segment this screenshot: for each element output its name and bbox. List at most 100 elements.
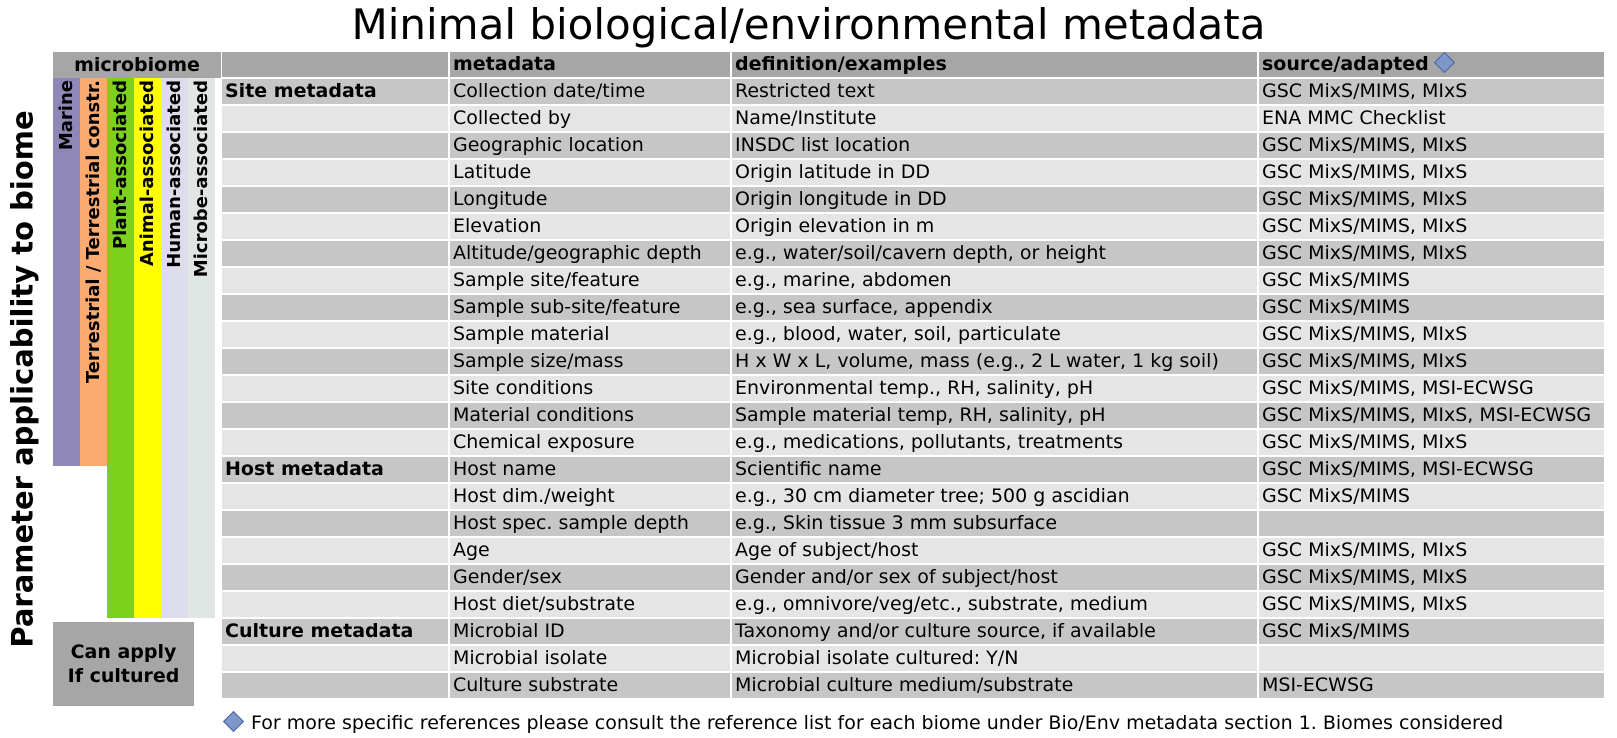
biome-col-terrestrial: Terrestrial / Terrestrial constr. — [80, 78, 107, 466]
biome-col-human: Human-associated — [161, 78, 188, 618]
cell-source: GSC MixS/MIMS, MSI-ECWSG — [1258, 456, 1606, 484]
biome-label: Terrestrial / Terrestrial constr. — [82, 80, 104, 384]
biome-col-marine: Marine — [53, 78, 80, 466]
cell-source: GSC MixS/MIMS — [1258, 483, 1606, 511]
cell-group — [222, 402, 450, 430]
biome-header: microbiome — [53, 52, 221, 78]
cell-source: GSC MixS/MIMS — [1258, 267, 1606, 295]
cell-group: Host metadata — [222, 456, 450, 484]
cell-group — [222, 294, 450, 322]
table-row: Latitude Origin latitude in DD GSC MixS/MI… — [222, 159, 1606, 187]
cell-metadata: Chemical exposure — [449, 429, 732, 457]
cell-metadata: Collection date/time — [449, 78, 732, 106]
cell-source: GSC MixS/MIMS, MIxS — [1258, 213, 1606, 241]
table-row: Sample size/mass H x W x L, volume, mass … — [222, 348, 1606, 376]
cell-definition: Gender and/or sex of subject/host — [731, 564, 1259, 592]
cell-definition: e.g., 30 cm diameter tree; 500 g ascidia… — [731, 483, 1259, 511]
cell-metadata: Host name — [449, 456, 732, 484]
cell-definition: Age of subject/host — [731, 537, 1259, 565]
cell-group — [222, 483, 450, 511]
table-row: Host dim./weight e.g., 30 cm diameter tre… — [222, 483, 1606, 511]
cell-group — [222, 159, 450, 187]
cell-group — [222, 348, 450, 376]
cell-metadata: Host dim./weight — [449, 483, 732, 511]
cell-group — [222, 267, 450, 295]
biome-col-plant: Plant-associated — [107, 78, 134, 618]
biome-label: Plant-associated — [109, 80, 131, 250]
table-row: Site metadata Collection date/time Restric… — [222, 78, 1606, 106]
cell-metadata: Culture substrate — [449, 672, 732, 700]
cell-definition: e.g., blood, water, soil, particulate — [731, 321, 1259, 349]
cell-definition: e.g., marine, abdomen — [731, 267, 1259, 295]
cell-metadata: Microbial ID — [449, 618, 732, 646]
cell-source: GSC MixS/MIMS, MIxS — [1258, 78, 1606, 106]
metadata-table: metadata definition/examples source/adap… — [222, 52, 1606, 700]
cell-group — [222, 564, 450, 592]
biome-label: Microbe-associated — [190, 80, 212, 278]
table-row: Site conditions Environmental temp., RH, … — [222, 375, 1606, 403]
culture-box-line1: Can apply — [70, 641, 177, 663]
cell-group: Site metadata — [222, 78, 450, 106]
cell-source — [1258, 510, 1606, 538]
cell-metadata: Altitude/geographic depth — [449, 240, 732, 268]
table-row: Gender/sex Gender and/or sex of subject/h… — [222, 564, 1606, 592]
cell-source: ENA MMC Checklist — [1258, 105, 1606, 133]
cell-metadata: Sample size/mass — [449, 348, 732, 376]
biome-col-animal: Animal-associated — [134, 78, 161, 618]
table-row: Microbial isolate Microbial isolate cultu… — [222, 645, 1606, 673]
culture-box-line2: If cultured — [67, 665, 180, 687]
cell-definition: Taxonomy and/or culture source, if avail… — [731, 618, 1259, 646]
table-row: Culture substrate Microbial culture mediu… — [222, 672, 1606, 700]
cell-source: GSC MixS/MIMS, MIxS — [1258, 537, 1606, 565]
cell-metadata: Gender/sex — [449, 564, 732, 592]
table-row: Elevation Origin elevation in m GSC MixS/M… — [222, 213, 1606, 241]
header-row: metadata definition/examples source/adap… — [222, 52, 1606, 79]
table-row: Sample material e.g., blood, water, soil,… — [222, 321, 1606, 349]
biome-label: Marine — [55, 80, 77, 151]
side-label: Parameter applicability to biome — [0, 51, 46, 706]
table-row: Sample site/feature e.g., marine, abdomen… — [222, 267, 1606, 295]
cell-group — [222, 240, 450, 268]
table-row: Age Age of subject/host GSC MixS/MIMS, MIx… — [222, 537, 1606, 565]
cell-definition: Environmental temp., RH, salinity, pH — [731, 375, 1259, 403]
cell-metadata: Elevation — [449, 213, 732, 241]
cell-source: GSC MixS/MIMS, MSI-ECWSG — [1258, 375, 1606, 403]
cell-metadata: Sample material — [449, 321, 732, 349]
cell-group: Culture metadata — [222, 618, 450, 646]
cell-source: GSC MixS/MIMS, MIxS — [1258, 186, 1606, 214]
table-row: Host metadata Host name Scientific name GSC… — [222, 456, 1606, 484]
cell-definition: Restricted text — [731, 78, 1259, 106]
cell-metadata: Sample site/feature — [449, 267, 732, 295]
cell-definition: Name/Institute — [731, 105, 1259, 133]
header-source-label: source/adapted — [1262, 53, 1429, 75]
biome-label: Animal-associated — [136, 80, 158, 267]
cell-group — [222, 375, 450, 403]
cell-source: GSC MixS/MIMS, MIxS — [1258, 321, 1606, 349]
table-row: Material conditions Sample material temp,… — [222, 402, 1606, 430]
cell-metadata: Host spec. sample depth — [449, 510, 732, 538]
cell-group — [222, 105, 450, 133]
cell-group — [222, 645, 450, 673]
header-definition: definition/examples — [731, 52, 1259, 79]
cell-definition: e.g., Skin tissue 3 mm subsurface — [731, 510, 1259, 538]
table-row: Host spec. sample depth e.g., Skin tissue… — [222, 510, 1606, 538]
cell-group — [222, 591, 450, 619]
cell-group — [222, 186, 450, 214]
cell-definition: Microbial isolate cultured: Y/N — [731, 645, 1259, 673]
cell-metadata: Collected by — [449, 105, 732, 133]
cell-metadata: Latitude — [449, 159, 732, 187]
table-row: Chemical exposure e.g., medications, poll… — [222, 429, 1606, 457]
cell-source: GSC MixS/MIMS — [1258, 294, 1606, 322]
cell-source: GSC MixS/MIMS, MIxS — [1258, 564, 1606, 592]
side-label-text: Parameter applicability to biome — [6, 109, 41, 648]
cell-metadata: Age — [449, 537, 732, 565]
cell-definition: e.g., water/soil/cavern depth, or height — [731, 240, 1259, 268]
cell-source: GSC MixS/MIMS, MIxS, MSI-ECWSG — [1258, 402, 1606, 430]
biome-label: Human-associated — [163, 80, 185, 268]
biome-col-microbe: Microbe-associated — [188, 78, 215, 618]
cell-source: GSC MixS/MIMS, MIxS — [1258, 240, 1606, 268]
cell-definition: e.g., sea surface, appendix — [731, 294, 1259, 322]
table-row: Host diet/substrate e.g., omnivore/veg/et… — [222, 591, 1606, 619]
header-group — [222, 52, 450, 79]
table-row: Culture metadata Microbial ID Taxonomy and… — [222, 618, 1606, 646]
